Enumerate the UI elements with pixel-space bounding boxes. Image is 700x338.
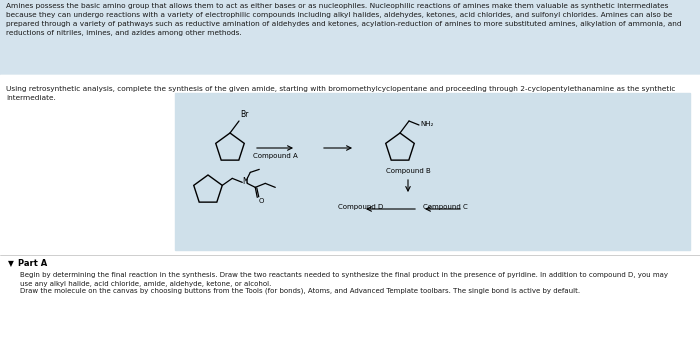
Text: ▼: ▼ [8, 259, 14, 268]
Text: Amines possess the basic amino group that allows them to act as either bases or : Amines possess the basic amino group tha… [6, 3, 682, 36]
Text: Draw the molecule on the canvas by choosing buttons from the Tools (for bonds), : Draw the molecule on the canvas by choos… [20, 288, 580, 294]
Text: O: O [258, 198, 264, 204]
Bar [0, 0, 700, 75]
Bar [0, 75, 700, 255]
Text: Compound D: Compound D [338, 204, 384, 210]
Text: N: N [242, 177, 248, 186]
Bar [0, 75, 700, 85]
Text: Using retrosynthetic analysis, complete the synthesis of the given amide, starti: Using retrosynthetic analysis, complete … [6, 86, 675, 101]
Text: Br: Br [240, 110, 248, 119]
Bar [175, 93, 690, 250]
Text: Compound B: Compound B [386, 168, 430, 174]
Text: Part A: Part A [18, 259, 48, 268]
Text: Compound A: Compound A [253, 153, 298, 159]
Text: NH₂: NH₂ [420, 121, 433, 127]
Text: Compound C: Compound C [423, 204, 468, 210]
Text: Begin by determining the final reaction in the synthesis. Draw the two reactants: Begin by determining the final reaction … [20, 272, 668, 287]
Bar [0, 255, 700, 338]
